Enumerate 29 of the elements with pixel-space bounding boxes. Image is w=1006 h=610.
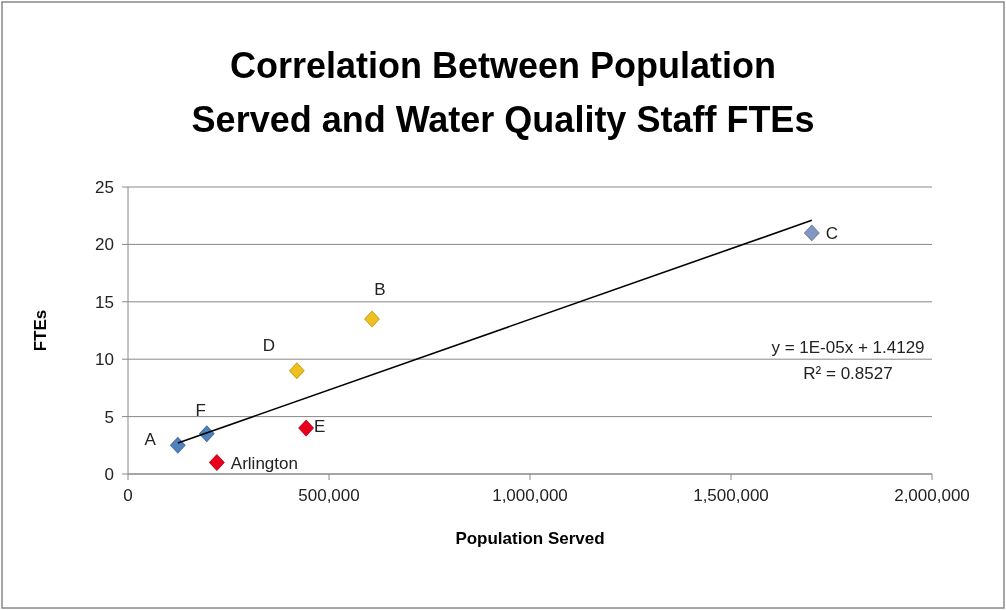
series-label: E: [314, 417, 326, 437]
point: [209, 454, 225, 471]
y-tick-label: 10: [95, 350, 114, 370]
point: [170, 437, 186, 454]
series-label: B: [374, 280, 386, 300]
x-tick-label: 1,500,000: [693, 486, 769, 505]
y-tick-label: 5: [104, 407, 114, 427]
point: [364, 310, 380, 328]
y-tick-label: 0: [104, 465, 114, 484]
series-label: C: [825, 223, 839, 243]
series-label: F: [195, 400, 206, 420]
series-label: Arlington: [230, 453, 298, 473]
x-axis-title: Population Served: [455, 529, 605, 548]
x-tick-label: 1,000,000: [492, 486, 568, 505]
point: [298, 419, 314, 437]
annotation: R² = 0.8527: [803, 364, 893, 383]
series-label: D: [262, 335, 275, 355]
point: [289, 362, 305, 379]
x-tick-label: 500,000: [298, 486, 360, 505]
y-tick-label: 25: [95, 178, 114, 197]
x-tick-label: 0: [123, 486, 133, 505]
y-axis-title: FTEs: [31, 309, 50, 352]
y-tick-label: 15: [95, 292, 114, 312]
series-label: A: [144, 430, 157, 450]
y-tick-label: 20: [95, 235, 114, 255]
annotation: y = 1E-05x + 1.4129: [771, 338, 925, 357]
chart-title: Correlation Between Population Served and Water Quality Staff FTEs: [191, 45, 815, 140]
point: [804, 224, 820, 242]
x-tick-label: 2,000,000: [894, 486, 970, 505]
